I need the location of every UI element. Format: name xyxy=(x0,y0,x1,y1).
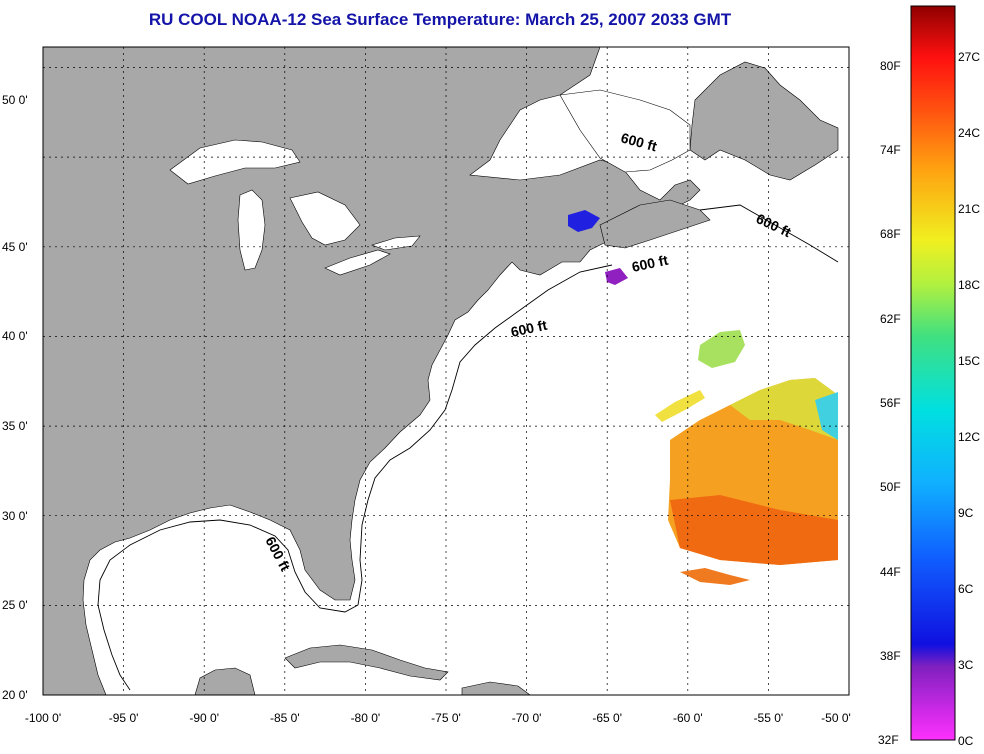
colorbar-f-labels: 80F 74F 68F 62F 56F 50F 44F 38F 32F xyxy=(878,59,901,747)
colorbar-c-label: 0C xyxy=(958,734,974,748)
x-tick-label: -75 0' xyxy=(431,711,461,725)
colorbar-c-label: 12C xyxy=(958,430,980,444)
x-tick-label: -60 0' xyxy=(673,711,703,725)
sst-hot-patch xyxy=(670,495,838,565)
sst-cold-patch-bay-of-fundy xyxy=(568,210,600,232)
x-axis-labels: -100 0' -95 0' -90 0' -85 0' -80 0' -75 … xyxy=(25,711,851,725)
lake-huron xyxy=(289,191,361,246)
colorbar-c-label: 27C xyxy=(958,50,980,64)
sst-field xyxy=(568,210,838,585)
lake-erie xyxy=(324,249,391,276)
isobath-600ft-line xyxy=(97,204,839,691)
colorbar-c-label: 9C xyxy=(958,506,974,520)
y-tick-label: 35 0' xyxy=(2,419,28,433)
great-lakes xyxy=(169,89,691,276)
colorbar-c-label: 24C xyxy=(958,126,980,140)
y-tick-label: 45 0' xyxy=(2,240,28,254)
land-mass xyxy=(42,46,839,696)
colorbar-f-label: 32F xyxy=(878,733,899,747)
colorbar-c-label: 18C xyxy=(958,278,980,292)
colorbar-c-label: 21C xyxy=(958,202,980,216)
color-scale-bar xyxy=(910,5,956,741)
isobath-label-midatlantic: 600 ft xyxy=(509,317,548,340)
y-tick-label: 20 0' xyxy=(2,688,28,702)
colorbar-f-label: 56F xyxy=(880,396,901,410)
sst-yellow-streak xyxy=(655,390,705,422)
colorbar-f-label: 38F xyxy=(880,649,901,663)
x-tick-label: -90 0' xyxy=(189,711,219,725)
lake-superior xyxy=(169,139,301,185)
colorbar-f-label: 62F xyxy=(880,312,901,326)
y-tick-label: 50 0' xyxy=(2,93,28,107)
colorbar-c-label: 6C xyxy=(958,582,974,596)
cuba-land xyxy=(284,644,449,681)
isobath-label-georges: 600 ft xyxy=(630,252,669,275)
colorbar-c-label: 15C xyxy=(958,354,980,368)
colorbar-f-label: 80F xyxy=(880,59,901,73)
gulf-of-st-lawrence xyxy=(559,89,691,173)
x-tick-label: -80 0' xyxy=(351,711,381,725)
colorbar-c-labels: 27C 24C 21C 18C 15C 12C 9C 6C 3C 0C xyxy=(958,50,980,748)
hispaniola-land xyxy=(461,681,531,696)
y-axis-labels: 20 0' 25 0' 30 0' 35 0' 40 0' 45 0' 50 0… xyxy=(2,93,28,702)
x-tick-label: -85 0' xyxy=(270,711,300,725)
lake-ontario xyxy=(371,235,421,251)
sst-green-patch xyxy=(698,330,745,368)
x-tick-label: -95 0' xyxy=(109,711,139,725)
map-frame xyxy=(42,46,850,696)
x-tick-label: -100 0' xyxy=(25,711,61,725)
colorbar-f-label: 50F xyxy=(880,480,901,494)
sst-cool-edge xyxy=(730,378,838,440)
y-tick-label: 25 0' xyxy=(2,598,28,612)
graticule xyxy=(43,47,849,695)
map-title: RU COOL NOAA-12 Sea Surface Temperature:… xyxy=(148,10,732,29)
x-tick-label: -55 0' xyxy=(754,711,784,725)
colorbar-f-label: 68F xyxy=(880,227,901,241)
sst-orange-bits xyxy=(680,568,750,585)
newfoundland-land xyxy=(689,61,839,181)
y-tick-label: 40 0' xyxy=(2,329,28,343)
sst-cyan-fringe xyxy=(815,392,838,440)
x-tick-label: -65 0' xyxy=(592,711,622,725)
y-tick-label: 30 0' xyxy=(2,509,28,523)
colorbar-f-label: 74F xyxy=(880,143,901,157)
sst-violet-patch xyxy=(605,268,628,285)
x-tick-label: -70 0' xyxy=(512,711,542,725)
colorbar-c-label: 3C xyxy=(958,658,974,672)
x-tick-label: -50 0' xyxy=(821,711,851,725)
colorbar-f-label: 44F xyxy=(880,565,901,579)
lake-michigan xyxy=(237,189,266,271)
